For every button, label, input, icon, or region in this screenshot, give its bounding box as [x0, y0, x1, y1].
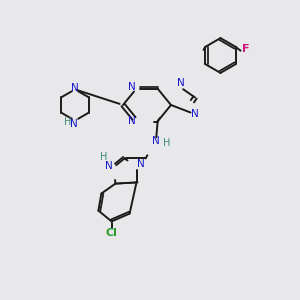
- Text: N: N: [128, 116, 136, 127]
- Text: N: N: [191, 109, 199, 119]
- Text: N: N: [177, 78, 185, 88]
- Text: F: F: [242, 44, 250, 55]
- Text: H: H: [64, 117, 71, 127]
- Text: H: H: [163, 137, 170, 148]
- Text: N: N: [128, 82, 136, 92]
- Text: Cl: Cl: [106, 227, 118, 238]
- Text: N: N: [152, 136, 160, 146]
- Text: N: N: [71, 82, 79, 93]
- Text: N: N: [105, 161, 113, 171]
- Text: N: N: [70, 119, 78, 129]
- Text: N: N: [137, 159, 145, 169]
- Text: H: H: [100, 152, 107, 162]
